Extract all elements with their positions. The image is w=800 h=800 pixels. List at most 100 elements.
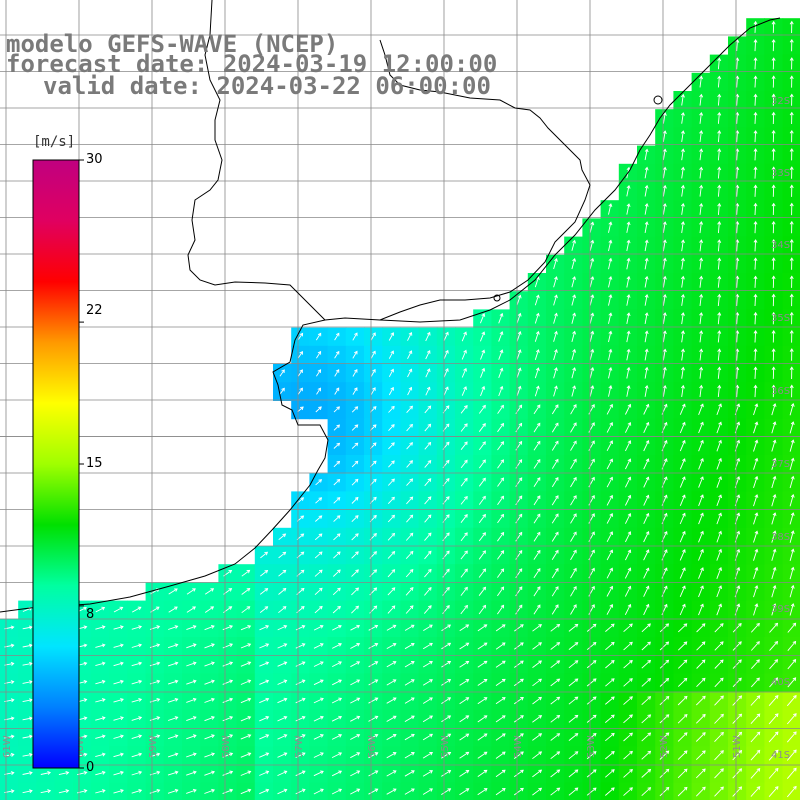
wind-arrow [478, 604, 486, 615]
wind-arrow [204, 661, 215, 667]
wind-arrow [699, 93, 704, 106]
wind-arrow [350, 788, 361, 795]
wind-arrow [313, 715, 324, 722]
wind-arrow [352, 350, 358, 359]
wind-arrow [698, 403, 704, 415]
wind-arrow [605, 641, 615, 651]
wind-arrow [662, 221, 667, 233]
wind-arrow [789, 421, 795, 434]
wind-arrow [332, 624, 342, 631]
wind-arrow [605, 696, 615, 705]
wind-arrow [750, 641, 760, 651]
wind-arrow [568, 678, 579, 687]
wind-arrow [606, 531, 614, 543]
wind-arrow [95, 698, 106, 703]
wind-arrow [495, 769, 506, 778]
wind-arrow [149, 661, 161, 667]
lat-label-40S: 40S [771, 677, 791, 688]
wind-arrow [422, 733, 434, 741]
wind-arrow [789, 402, 795, 416]
wind-arrow [131, 661, 143, 667]
wind-arrow [498, 385, 504, 397]
wind-arrow [787, 622, 797, 633]
wind-arrow [608, 312, 613, 324]
wind-arrow [240, 770, 252, 776]
wind-arrow [204, 697, 215, 703]
wind-arrow [605, 769, 615, 778]
wind-arrow [698, 421, 704, 434]
wind-arrow [789, 275, 794, 288]
wind-arrow [351, 587, 360, 596]
wind-arrow [497, 422, 504, 433]
wind-arrow [717, 75, 722, 88]
lat-label-41S: 41S [771, 750, 791, 761]
wind-arrow [186, 679, 197, 685]
wind-arrow [698, 458, 704, 470]
wind-arrow [662, 239, 667, 252]
wind-arrow [478, 459, 486, 469]
wind-arrow [570, 567, 577, 579]
wind-arrow [771, 93, 776, 106]
wind-arrow [113, 643, 124, 648]
wind-arrow [314, 533, 323, 541]
wind-arrow [699, 312, 704, 325]
wind-arrow [750, 659, 760, 670]
wind-arrow [789, 202, 794, 216]
wind-arrow [388, 442, 395, 450]
wind-arrow [659, 786, 670, 797]
wind-arrow [771, 39, 776, 52]
wind-arrow [589, 239, 595, 252]
wind-arrow [571, 312, 577, 324]
wind-arrow [551, 404, 559, 415]
wind-arrow [553, 330, 558, 342]
wind-arrow [459, 624, 470, 632]
wind-arrow [222, 734, 234, 740]
wind-arrow [513, 678, 524, 687]
wind-arrow [277, 752, 288, 758]
wind-arrow [386, 624, 397, 631]
wind-arrow [295, 715, 306, 722]
wind-arrow [532, 715, 543, 723]
wind-arrow [424, 496, 432, 505]
wind-arrow [589, 221, 595, 233]
wind-arrow [771, 148, 776, 161]
wind-arrow [407, 368, 413, 378]
wind-arrow [753, 57, 758, 70]
wind-arrow [570, 585, 577, 597]
wind-arrow [717, 57, 722, 70]
wind-arrow [497, 404, 504, 414]
wind-arrow [553, 348, 558, 361]
wind-arrow [370, 387, 376, 396]
wind-arrow [717, 166, 722, 179]
wind-arrow [696, 677, 706, 688]
wind-arrow [677, 786, 688, 797]
wind-arrow [334, 387, 340, 395]
wind-arrow [570, 495, 577, 506]
wind-arrow [695, 768, 706, 779]
wind-arrow [771, 439, 777, 452]
wind-arrow [606, 567, 614, 579]
wind-arrow [478, 477, 486, 487]
wind-arrow [278, 533, 287, 541]
wind-arrow [352, 387, 358, 395]
wind-arrow [240, 697, 252, 704]
wind-arrow [771, 548, 777, 561]
wind-arrow [680, 112, 685, 124]
wind-arrow [331, 679, 342, 686]
wind-arrow [259, 588, 269, 595]
wind-arrow [331, 788, 343, 795]
wind-arrow [95, 661, 106, 667]
wind-arrow [240, 679, 252, 685]
wind-arrow [789, 148, 794, 161]
wind-arrow [677, 732, 688, 742]
wind-arrow [553, 294, 558, 306]
wind-arrow [626, 348, 631, 361]
wind-arrow [643, 549, 650, 561]
wind-arrow [459, 770, 470, 777]
lon-label: 60W [75, 735, 86, 758]
wind-arrow [732, 641, 742, 651]
wind-arrow [699, 293, 704, 306]
wind-arrow [368, 679, 379, 686]
wind-arrow [186, 788, 197, 794]
